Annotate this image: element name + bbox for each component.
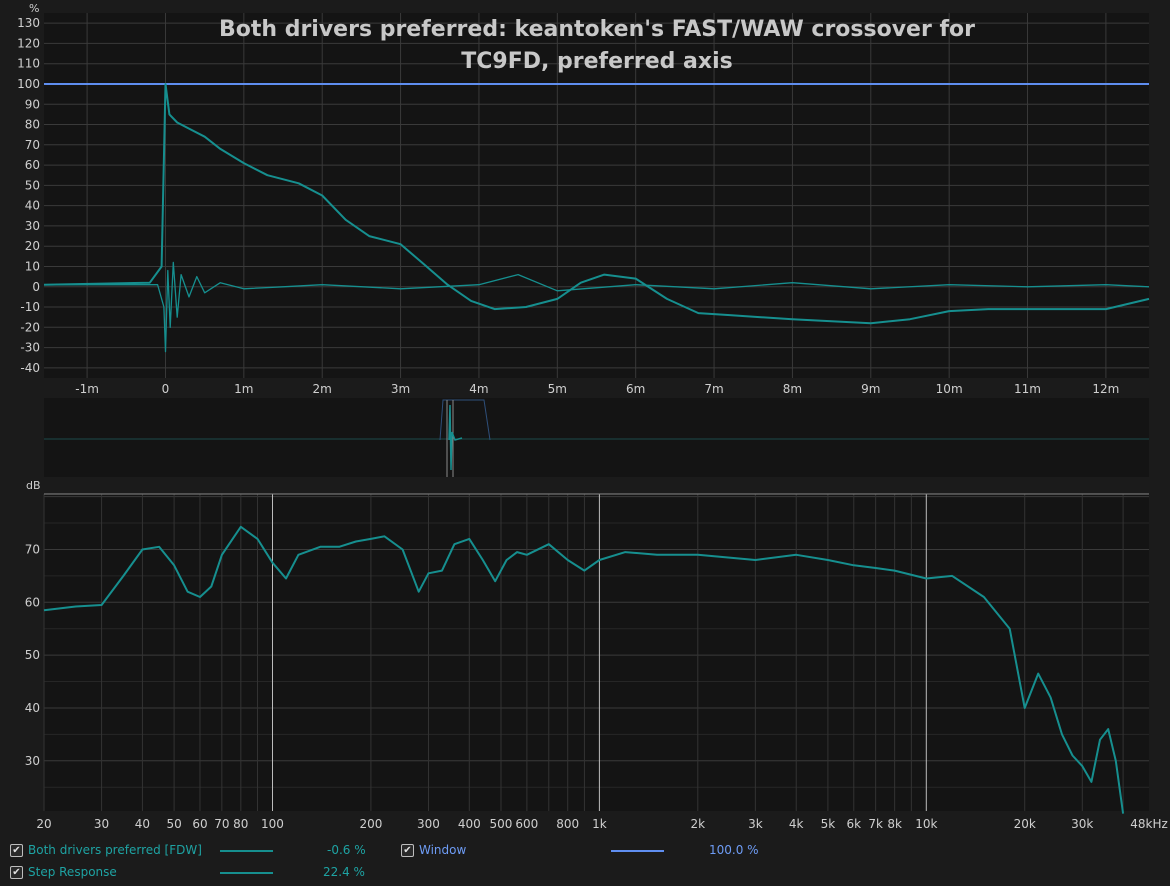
time-x-tick: 2m [313,382,332,396]
time-x-tick: 8m [783,382,802,396]
step-swatch [220,872,273,874]
time-y-tick: 120 [17,36,40,50]
freq-x-tick: 20k [1014,817,1036,831]
freq-x-tick: 70 [214,817,229,831]
freq-x-tick: 400 [458,817,481,831]
freq-x-tick: 500 [490,817,513,831]
legend-row-fdw: ✔ Both drivers preferred [FDW] -0.6 % ✔ … [0,840,1170,862]
time-x-tick: 4m [469,382,488,396]
freq-y-tick: 50 [25,648,40,662]
time-x-tick: 9m [861,382,880,396]
freq-y-tick: 30 [25,754,40,768]
time-y-tick: -40 [20,361,40,375]
freq-x-tick: 60 [192,817,207,831]
step-label: Step Response [28,865,117,879]
time-y-label: % [29,2,39,15]
time-y-tick: 70 [25,138,40,152]
time-x-tick: 11m [1014,382,1041,396]
time-x-tick: 6m [626,382,645,396]
time-x-tick: 0 [162,382,170,396]
time-y-tick: 130 [17,16,40,30]
window-checkbox[interactable]: ✔ [401,844,414,857]
freq-x-tick: 50 [166,817,181,831]
freq-x-tick: 8k [887,817,902,831]
freq-y-tick: 40 [25,701,40,715]
time-x-tick: 7m [704,382,723,396]
freq-y-label: dB [26,479,41,492]
legend-panel: ✔ Both drivers preferred [FDW] -0.6 % ✔ … [0,836,1170,886]
time-y-tick: 90 [25,97,40,111]
time-plot-area [44,13,1149,378]
window-value: 100.0 % [709,843,759,857]
overview-window-outline [439,399,491,441]
step-response-line [43,83,1150,325]
time-y-tick: -10 [20,300,40,314]
time-y-tick: -30 [20,341,40,355]
freq-x-tick: 48kHz [1130,817,1168,831]
fdw-value: -0.6 % [327,843,366,857]
time-y-tick: 30 [25,219,40,233]
freq-x-tick: 20 [36,817,51,831]
time-y-tick: 60 [25,158,40,172]
freq-y-tick: 70 [25,542,40,556]
time-y-tick: 50 [25,178,40,192]
impulse-fdw-line [44,261,1150,353]
time-x-tick: 5m [548,382,567,396]
frequency-response-line [43,525,1125,814]
freq-x-tick: 3k [748,817,763,831]
time-y-tick: 20 [25,239,40,253]
window-swatch [611,850,664,852]
window-label: Window [419,843,467,857]
freq-x-tick: 2k [691,817,706,831]
time-y-tick: 40 [25,199,40,213]
time-y-tick: 100 [17,77,40,91]
step-checkbox[interactable]: ✔ [10,866,23,879]
freq-x-tick: 5k [821,817,836,831]
fdw-label: Both drivers preferred [FDW] [28,843,202,857]
chart-title-line-1: Both drivers preferred: keantoken's FAST… [219,17,975,42]
freq-x-tick: 10k [915,817,937,831]
freq-x-tick: 6k [846,817,861,831]
legend-row-step: ✔ Step Response 22.4 % [0,862,1170,884]
time-x-tick: 12m [1092,382,1119,396]
freq-x-tick: 7k [868,817,883,831]
freq-y-tick: 60 [25,595,40,609]
freq-x-tick: 200 [359,817,382,831]
overview-area [44,398,1149,477]
chart-title-line-2: TC9FD, preferred axis [461,49,732,74]
fdw-checkbox[interactable]: ✔ [10,844,23,857]
time-y-tick: 0 [32,280,40,294]
time-x-tick: 1m [234,382,253,396]
time-y-tick: -20 [20,320,40,334]
fdw-swatch [220,850,273,852]
freq-x-tick: 1k [592,817,607,831]
freq-x-tick: 100 [261,817,284,831]
overview-impulse [448,404,463,471]
freq-x-tick: 4k [789,817,804,831]
time-y-tick: 80 [25,118,40,132]
step-value: 22.4 % [323,865,365,879]
freq-x-tick: 80 [233,817,248,831]
freq-x-tick: 40 [135,817,150,831]
time-x-tick: 10m [936,382,963,396]
freq-x-tick: 30 [94,817,109,831]
time-y-tick: 10 [25,259,40,273]
time-x-tick: -1m [75,382,99,396]
time-y-tick: 110 [17,57,40,71]
freq-x-tick: 30k [1071,817,1093,831]
freq-x-tick: 600 [515,817,538,831]
freq-x-tick: 300 [417,817,440,831]
time-x-tick: 3m [391,382,410,396]
freq-plot-area [44,494,1149,811]
analyzer-plot: 1301201101009080706050403020100-10-20-30… [17,2,1168,831]
freq-x-tick: 800 [556,817,579,831]
